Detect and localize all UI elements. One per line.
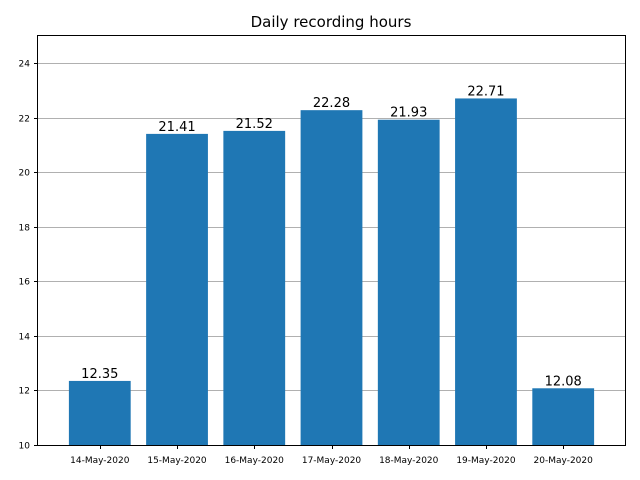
bar (455, 98, 517, 445)
x-tick-label: 17-May-2020 (302, 456, 362, 466)
y-tick-label: 14 (19, 333, 31, 343)
y-tick-label: 24 (19, 60, 31, 70)
bar-value-label: 12.35 (81, 367, 118, 382)
y-axis-ticks: 10 12 14 16 18 20 22 24 (19, 60, 38, 452)
bars (68, 98, 595, 445)
bar (377, 119, 440, 445)
bar-value-label: 22.71 (467, 84, 504, 99)
y-tick-label: 20 (19, 169, 31, 179)
x-tick-label: 16-May-2020 (225, 456, 285, 466)
chart-title: Daily recording hours (251, 13, 412, 31)
y-tick-label: 18 (19, 224, 31, 234)
x-tick-label: 14-May-2020 (70, 456, 130, 466)
plot-frame (37, 35, 626, 446)
bar (146, 133, 208, 445)
y-tick-label: 16 (19, 278, 31, 288)
bar-value-label: 12.08 (545, 374, 582, 389)
y-tick-label: 22 (19, 115, 30, 125)
x-tick-label: 18-May-2020 (379, 456, 439, 466)
bar (300, 110, 363, 445)
bar-value-label: 21.52 (236, 117, 273, 132)
x-axis-ticks: 14-May-2020 15-May-2020 16-May-2020 17-May-… (70, 445, 593, 466)
bar (223, 130, 286, 445)
bar (532, 388, 595, 445)
data-labels: 12.35 21.41 21.52 22.28 21.93 22.71 12.08 (81, 84, 582, 389)
x-tick-label: 20-May-2020 (534, 456, 594, 466)
x-tick-label: 15-May-2020 (147, 456, 207, 466)
bar (68, 380, 131, 445)
y-tick-label: 10 (19, 442, 31, 452)
y-tick-label: 12 (19, 387, 30, 397)
bar-value-label: 21.41 (158, 120, 195, 135)
x-tick-label: 19-May-2020 (456, 456, 516, 466)
bar-value-label: 21.93 (390, 106, 427, 121)
bar-value-label: 22.28 (313, 96, 350, 111)
